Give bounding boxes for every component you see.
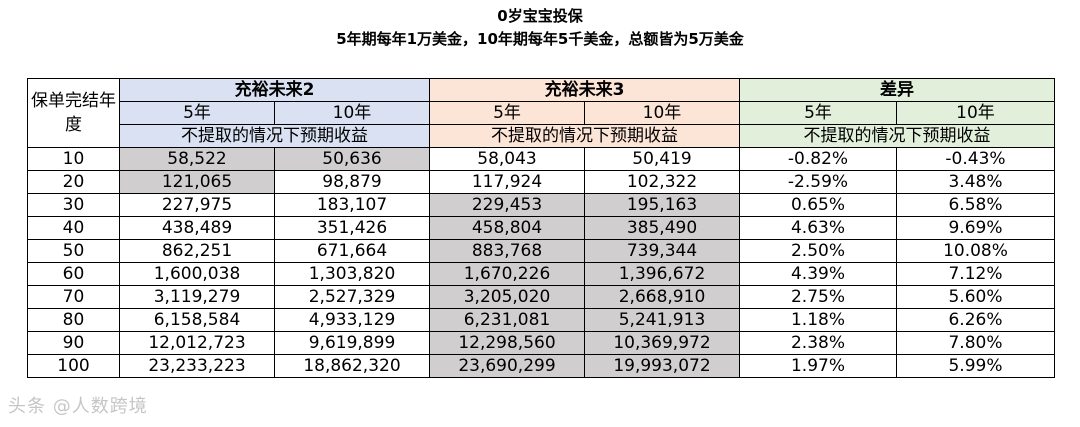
- value-cell: 195,163: [584, 193, 740, 217]
- value-cell: 9.69%: [896, 216, 1055, 240]
- group-header: 充裕未来2: [119, 78, 430, 102]
- value-cell: 5.99%: [896, 354, 1055, 378]
- sub-header: 10年: [584, 101, 740, 125]
- sub-header: 10年: [896, 101, 1055, 125]
- comparison-table: 保单完结年度 充裕未来2 充裕未来3 差异 5年 10年 5年 10年 5年 1…: [27, 78, 1055, 378]
- value-cell: 1,396,672: [584, 262, 740, 286]
- value-cell: 739,344: [584, 239, 740, 263]
- note-header: 不提取的情况下预期收益: [739, 124, 1055, 148]
- value-cell: 10,369,972: [584, 331, 740, 355]
- value-cell: 671,664: [274, 239, 430, 263]
- value-cell: 385,490: [584, 216, 740, 240]
- value-cell: 23,233,223: [119, 354, 275, 378]
- value-cell: 227,975: [119, 193, 275, 217]
- value-cell: 229,453: [429, 193, 585, 217]
- value-cell: 6,231,081: [429, 308, 585, 332]
- value-cell: 458,804: [429, 216, 585, 240]
- year-cell: 60: [27, 262, 120, 286]
- value-cell: 1.97%: [739, 354, 897, 378]
- value-cell: 1,600,038: [119, 262, 275, 286]
- value-cell: 1.18%: [739, 308, 897, 332]
- corner-label: 保单完结年度: [27, 78, 120, 148]
- year-cell: 70: [27, 285, 120, 309]
- value-cell: 3,119,279: [119, 285, 275, 309]
- value-cell: 1,303,820: [274, 262, 430, 286]
- value-cell: 23,690,299: [429, 354, 585, 378]
- value-cell: 7.12%: [896, 262, 1055, 286]
- value-cell: 98,879: [274, 170, 430, 194]
- year-cell: 80: [27, 308, 120, 332]
- page-title: 0岁宝宝投保: [497, 7, 583, 25]
- value-cell: 2.75%: [739, 285, 897, 309]
- value-cell: 883,768: [429, 239, 585, 263]
- year-cell: 10: [27, 147, 120, 171]
- table-row: 70 3,119,279 2,527,329 3,205,020 2,668,910 2.…: [27, 285, 1055, 309]
- value-cell: 4.63%: [739, 216, 897, 240]
- value-cell: 1,670,226: [429, 262, 585, 286]
- table-row: 90 12,012,723 9,619,899 12,298,560 10,369,97…: [27, 331, 1055, 355]
- sub-header: 5年: [739, 101, 897, 125]
- value-cell: 58,522: [119, 147, 275, 171]
- note-header: 不提取的情况下预期收益: [429, 124, 740, 148]
- value-cell: 2.38%: [739, 331, 897, 355]
- value-cell: 19,993,072: [584, 354, 740, 378]
- value-cell: 351,426: [274, 216, 430, 240]
- value-cell: 6.26%: [896, 308, 1055, 332]
- value-cell: 183,107: [274, 193, 430, 217]
- table-row: 30 227,975 183,107 229,453 195,163 0.65% 6.58%: [27, 193, 1055, 217]
- value-cell: 50,419: [584, 147, 740, 171]
- value-cell: 6,158,584: [119, 308, 275, 332]
- year-cell: 90: [27, 331, 120, 355]
- value-cell: 6.58%: [896, 193, 1055, 217]
- group-header: 充裕未来3: [429, 78, 740, 102]
- value-cell: 0.65%: [739, 193, 897, 217]
- page-subtitle: 5年期每年1万美金，10年期每年5千美金，总额皆为5万美金: [336, 30, 744, 48]
- sub-header: 10年: [274, 101, 430, 125]
- table-row: 50 862,251 671,664 883,768 739,344 2.50% 10.08…: [27, 239, 1055, 263]
- value-cell: 3,205,020: [429, 285, 585, 309]
- value-cell: 5.60%: [896, 285, 1055, 309]
- year-cell: 100: [27, 354, 120, 378]
- value-cell: 5,241,913: [584, 308, 740, 332]
- note-header: 不提取的情况下预期收益: [119, 124, 430, 148]
- table-row: 40 438,489 351,426 458,804 385,490 4.63% 9.69%: [27, 216, 1055, 240]
- value-cell: -2.59%: [739, 170, 897, 194]
- sub-header: 5年: [429, 101, 585, 125]
- value-cell: 18,862,320: [274, 354, 430, 378]
- year-cell: 40: [27, 216, 120, 240]
- value-cell: 10.08%: [896, 239, 1055, 263]
- watermark: 头条 @人数跨境: [8, 396, 148, 417]
- year-cell: 30: [27, 193, 120, 217]
- value-cell: 4,933,129: [274, 308, 430, 332]
- year-cell: 20: [27, 170, 120, 194]
- value-cell: 4.39%: [739, 262, 897, 286]
- value-cell: 7.80%: [896, 331, 1055, 355]
- value-cell: 121,065: [119, 170, 275, 194]
- value-cell: 3.48%: [896, 170, 1055, 194]
- table-row: 10 58,522 50,636 58,043 50,419 -0.82% -0.43%: [27, 147, 1055, 171]
- value-cell: 12,298,560: [429, 331, 585, 355]
- value-cell: 2,668,910: [584, 285, 740, 309]
- value-cell: -0.43%: [896, 147, 1055, 171]
- value-cell: 438,489: [119, 216, 275, 240]
- value-cell: 9,619,899: [274, 331, 430, 355]
- value-cell: -0.82%: [739, 147, 897, 171]
- table-row: 80 6,158,584 4,933,129 6,231,081 5,241,913 1.…: [27, 308, 1055, 332]
- value-cell: 102,322: [584, 170, 740, 194]
- sub-header: 5年: [119, 101, 275, 125]
- value-cell: 862,251: [119, 239, 275, 263]
- value-cell: 58,043: [429, 147, 585, 171]
- value-cell: 12,012,723: [119, 331, 275, 355]
- value-cell: 117,924: [429, 170, 585, 194]
- value-cell: 50,636: [274, 147, 430, 171]
- table-row: 20 121,065 98,879 117,924 102,322 -2.59% 3.48%: [27, 170, 1055, 194]
- group-header: 差异: [739, 78, 1055, 102]
- table-row: 100 23,233,223 18,862,320 23,690,299 19,993,…: [27, 354, 1055, 378]
- value-cell: 2,527,329: [274, 285, 430, 309]
- year-cell: 50: [27, 239, 120, 263]
- value-cell: 2.50%: [739, 239, 897, 263]
- table-row: 60 1,600,038 1,303,820 1,670,226 1,396,672 4.…: [27, 262, 1055, 286]
